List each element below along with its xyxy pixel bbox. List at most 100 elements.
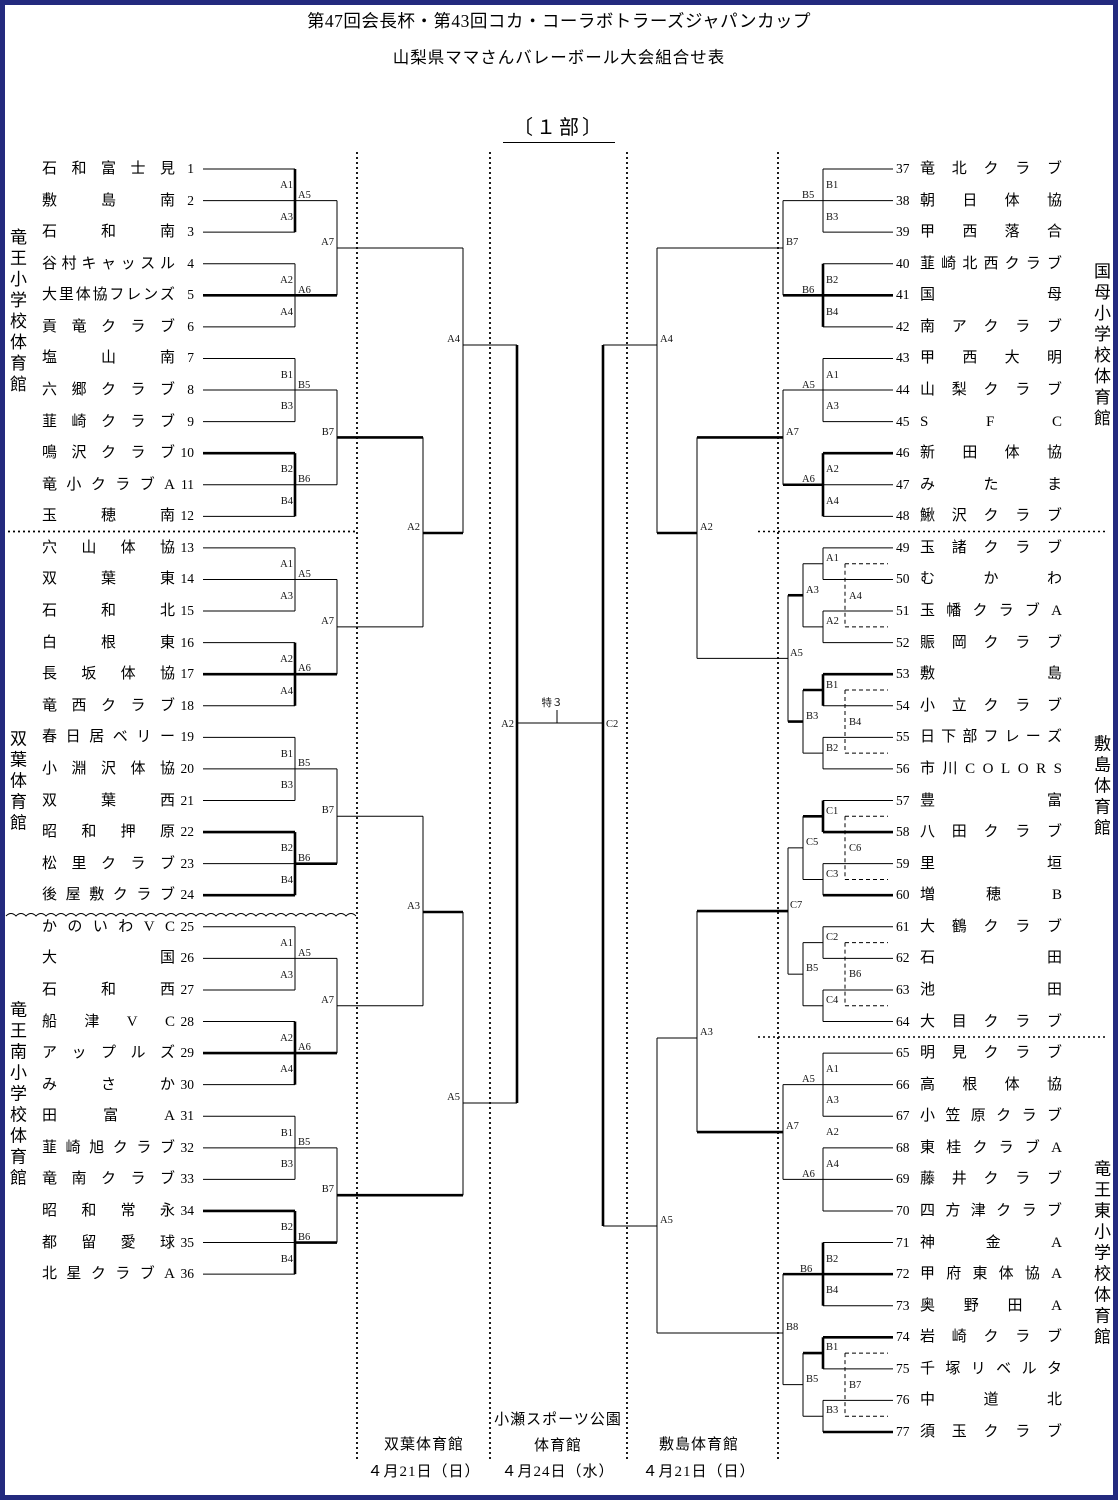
match-label: A5 <box>802 380 815 391</box>
match-label: C3 <box>826 869 838 880</box>
match-label: C6 <box>849 843 861 854</box>
team-name: 後屋敷クラブ <box>42 887 175 904</box>
team-name: 玉穂南 <box>42 508 175 525</box>
team-name: 松里クラブ <box>42 855 175 872</box>
match-label: B7 <box>322 805 334 816</box>
venue-label: 竜王南小学校体育館 <box>7 1000 26 1190</box>
team-name: みさか <box>42 1076 175 1093</box>
match-label: C1 <box>826 806 838 817</box>
team-name: 韮崎北西クラブ <box>920 255 1062 272</box>
match-label: A2 <box>280 275 293 286</box>
team-number: 42 <box>896 318 910 334</box>
match-label: A3 <box>806 585 819 596</box>
team-number: 38 <box>896 192 910 208</box>
team-number: 74 <box>896 1329 910 1345</box>
team-number: 34 <box>180 1202 195 1218</box>
team-number: 25 <box>180 918 195 934</box>
match-label: A1 <box>280 559 293 570</box>
team-name: 山梨クラブ <box>920 382 1062 399</box>
page-title: 第47回会長杯・第43回コカ・コーラボトラーズジャパンカップ <box>306 11 812 31</box>
team-name: 小笠原クラブ <box>920 1108 1062 1125</box>
match-label: A2 <box>826 616 839 627</box>
team-name: 甲西落合 <box>920 224 1062 241</box>
team-number: 49 <box>896 539 910 555</box>
team-number: 67 <box>896 1108 910 1124</box>
team-number: 20 <box>180 760 195 776</box>
match-label: B4 <box>281 875 294 886</box>
match-label: B3 <box>826 212 838 223</box>
team-name: 韮崎旭クラブ <box>42 1139 175 1156</box>
team-number: 57 <box>896 792 910 808</box>
team-number: 13 <box>180 539 195 555</box>
team-name: 鰍沢クラブ <box>920 508 1062 525</box>
bottom-venue-name: 双葉体育館 <box>383 1437 464 1453</box>
team-number: 36 <box>180 1266 195 1282</box>
team-number: 21 <box>180 792 195 808</box>
team-number: 2 <box>187 192 194 208</box>
match-label: A4 <box>660 334 674 345</box>
match-label: A1 <box>826 553 839 564</box>
team-name: 大鶴クラブ <box>920 918 1062 935</box>
match-label: B3 <box>281 401 293 412</box>
match-label: B3 <box>826 1405 838 1416</box>
match-label: A5 <box>298 190 311 201</box>
team-number: 41 <box>896 287 910 303</box>
match-label: B6 <box>849 969 861 980</box>
team-number: 52 <box>896 634 910 650</box>
match-label: A2 <box>501 719 514 730</box>
match-label: B5 <box>802 190 814 201</box>
match-label: A5 <box>298 948 311 959</box>
team-name: 大里体協フレンズ <box>42 287 175 304</box>
wavy-divider <box>5 913 357 917</box>
match-label: B2 <box>281 843 293 854</box>
match-label: A5 <box>790 648 803 659</box>
team-number: 72 <box>896 1266 910 1282</box>
team-name: 明見クラブ <box>920 1045 1062 1062</box>
team-number: 30 <box>180 1076 195 1092</box>
match-label: A7 <box>321 995 334 1006</box>
bottom-venue-name: 敷島体育館 <box>658 1437 739 1453</box>
team-number: 10 <box>180 445 195 461</box>
team-number: 3 <box>187 224 194 240</box>
team-number: 15 <box>180 603 195 619</box>
match-label: B2 <box>826 743 838 754</box>
match-label: A1 <box>826 1064 839 1075</box>
match-label: C2 <box>606 719 618 730</box>
match-label: A5 <box>660 1215 673 1226</box>
team-number: 22 <box>180 824 195 840</box>
team-number: 18 <box>180 697 195 713</box>
match-label: A2 <box>700 522 713 533</box>
match-label: B2 <box>281 464 293 475</box>
team-number: 47 <box>896 476 910 492</box>
team-number: 58 <box>896 824 910 840</box>
team-number: 53 <box>896 666 910 682</box>
team-name: 敷島南 <box>42 192 175 209</box>
match-label: A3 <box>280 212 293 223</box>
match-label: B6 <box>800 1264 812 1275</box>
match-label: B3 <box>281 1159 293 1170</box>
team-number: 6 <box>187 318 194 334</box>
team-name: 石和西 <box>42 981 175 998</box>
team-name: 国母 <box>920 287 1062 304</box>
team-number: 69 <box>896 1171 910 1187</box>
team-name: 石和南 <box>42 224 175 241</box>
match-label: B7 <box>322 427 334 438</box>
team-number: 16 <box>180 634 195 650</box>
team-name: 朝日体協 <box>920 192 1062 209</box>
team-name: 小立クラブ <box>920 697 1062 714</box>
team-number: 1 <box>187 161 194 176</box>
team-number: 55 <box>896 729 910 745</box>
match-label: B6 <box>298 1232 310 1243</box>
match-label: B7 <box>322 1184 334 1195</box>
team-name: 新田体協 <box>920 445 1062 462</box>
match-label: A4 <box>826 496 840 507</box>
team-name: 韮崎クラブ <box>42 413 175 430</box>
match-label: C5 <box>806 837 818 848</box>
match-label: B3 <box>281 780 293 791</box>
team-number: 70 <box>896 1202 910 1218</box>
bottom-venue-name: 体育館 <box>533 1438 582 1454</box>
team-name: 竜北クラブ <box>920 161 1062 177</box>
